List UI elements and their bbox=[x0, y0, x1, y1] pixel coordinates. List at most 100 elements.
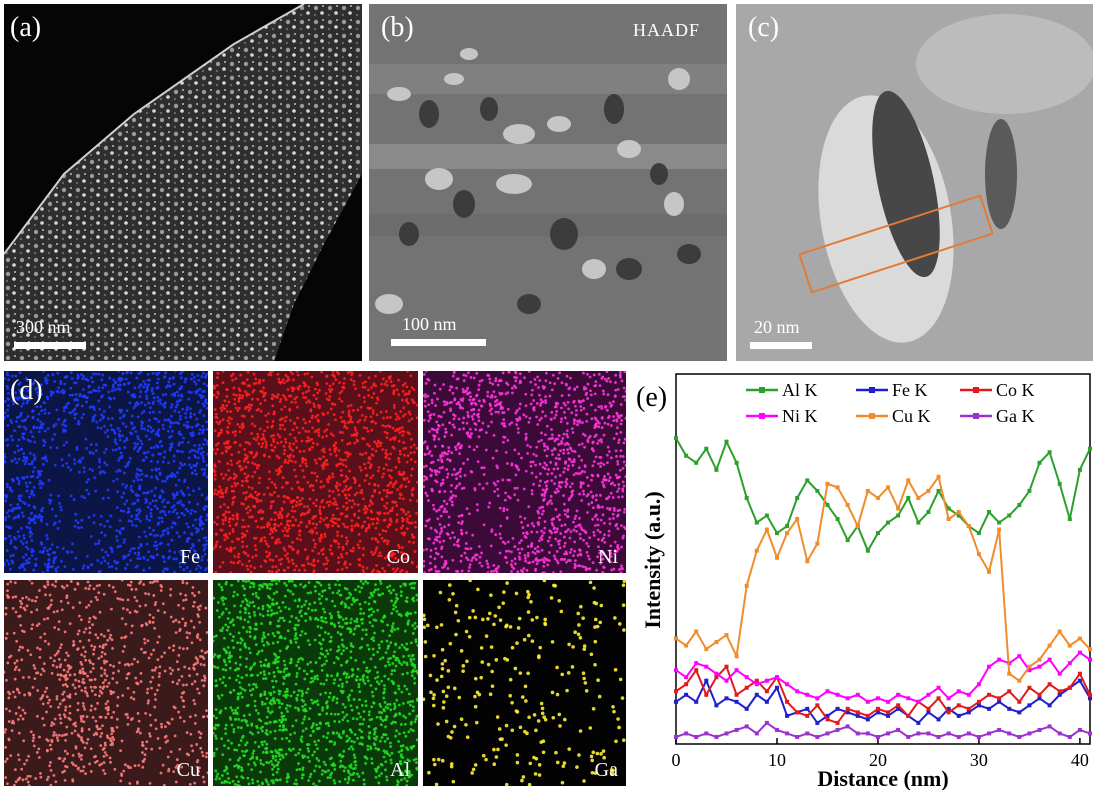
data-point bbox=[714, 734, 719, 739]
data-point bbox=[956, 689, 961, 694]
data-point bbox=[1067, 517, 1072, 522]
data-point bbox=[936, 685, 941, 690]
legend-entry: Fe K bbox=[892, 380, 928, 400]
data-point bbox=[1057, 692, 1062, 697]
data-point bbox=[1067, 685, 1072, 690]
data-point bbox=[956, 713, 961, 718]
data-point bbox=[936, 696, 941, 701]
data-point bbox=[865, 731, 870, 736]
data-point bbox=[674, 636, 678, 641]
data-point bbox=[976, 699, 981, 704]
eds-map-co-label: Co bbox=[386, 546, 410, 568]
data-point bbox=[714, 671, 719, 676]
data-point bbox=[744, 724, 749, 729]
data-point bbox=[754, 682, 759, 687]
data-point bbox=[805, 713, 810, 718]
data-point bbox=[916, 720, 921, 725]
eds-map-co-dots bbox=[213, 371, 418, 573]
data-point bbox=[1037, 696, 1042, 701]
data-point bbox=[815, 488, 820, 493]
data-point bbox=[744, 685, 749, 690]
data-point bbox=[825, 689, 830, 694]
data-point bbox=[684, 692, 689, 697]
data-point bbox=[774, 675, 779, 680]
data-point bbox=[855, 731, 860, 736]
data-point bbox=[785, 731, 790, 736]
legend-marker bbox=[869, 413, 875, 419]
data-point bbox=[754, 548, 759, 553]
data-point bbox=[764, 720, 769, 725]
panel-e-label: (e) bbox=[636, 382, 667, 413]
data-point bbox=[835, 485, 840, 490]
eds-map-ga-label: Ga bbox=[594, 759, 618, 781]
data-point bbox=[1017, 734, 1022, 739]
line-scan-box bbox=[798, 194, 994, 294]
data-point bbox=[896, 513, 901, 518]
data-point bbox=[1077, 671, 1082, 676]
data-point bbox=[926, 510, 931, 515]
panel-b-haadf-image: (b) HAADF 100 nm bbox=[369, 4, 727, 361]
data-point bbox=[1057, 629, 1062, 634]
legend-marker bbox=[759, 387, 765, 393]
data-point bbox=[815, 703, 820, 708]
data-point bbox=[906, 478, 911, 483]
data-point bbox=[886, 731, 891, 736]
data-point bbox=[805, 706, 810, 711]
panel-b-micrograph bbox=[369, 4, 727, 361]
data-point bbox=[936, 717, 941, 722]
data-point bbox=[1077, 650, 1082, 655]
data-point bbox=[1037, 657, 1042, 662]
data-point bbox=[674, 436, 678, 441]
data-point bbox=[795, 689, 800, 694]
data-point bbox=[724, 696, 729, 701]
data-point bbox=[926, 692, 931, 697]
data-point bbox=[1007, 671, 1012, 676]
data-point bbox=[865, 548, 870, 553]
data-point bbox=[724, 664, 729, 669]
data-point bbox=[754, 678, 759, 683]
data-point bbox=[855, 692, 860, 697]
x-tick-label: 0 bbox=[672, 750, 681, 770]
data-point bbox=[795, 517, 800, 522]
panel-a-label: (a) bbox=[10, 12, 42, 43]
data-point bbox=[825, 481, 830, 486]
data-point bbox=[875, 734, 880, 739]
data-point bbox=[1088, 647, 1092, 652]
data-point bbox=[694, 460, 699, 465]
data-point bbox=[734, 668, 739, 673]
data-point bbox=[1057, 689, 1062, 694]
line-profile-chart: (e) Intensity (a.u.) Distance (nm) 0 10 20… bbox=[636, 373, 1092, 790]
data-point bbox=[1088, 446, 1092, 451]
data-point bbox=[855, 524, 860, 529]
data-point bbox=[956, 513, 961, 518]
series-line-al-k bbox=[675, 437, 1091, 553]
data-point bbox=[936, 474, 941, 479]
data-point bbox=[886, 713, 891, 718]
data-point bbox=[1077, 678, 1082, 683]
data-point bbox=[825, 717, 830, 722]
data-point bbox=[875, 710, 880, 715]
data-point bbox=[724, 439, 729, 444]
legend-marker bbox=[973, 413, 979, 419]
data-point bbox=[764, 689, 769, 694]
data-point bbox=[684, 731, 689, 736]
data-point bbox=[724, 633, 729, 638]
data-point bbox=[865, 713, 870, 718]
data-point bbox=[1047, 450, 1052, 455]
data-point bbox=[886, 699, 891, 704]
eds-map-fe: (d) Fe bbox=[4, 371, 208, 573]
data-point bbox=[684, 453, 689, 458]
data-point bbox=[1088, 696, 1092, 701]
eds-map-cu-dots bbox=[4, 580, 208, 786]
data-point bbox=[714, 675, 719, 680]
data-point bbox=[966, 706, 971, 711]
data-point bbox=[1027, 488, 1032, 493]
data-point bbox=[744, 675, 749, 680]
data-point bbox=[805, 559, 810, 564]
data-point bbox=[1088, 692, 1092, 697]
eds-map-ni: Ni bbox=[423, 371, 626, 573]
data-point bbox=[674, 699, 678, 704]
data-point bbox=[1047, 657, 1052, 662]
data-point bbox=[916, 495, 921, 500]
data-point bbox=[754, 692, 759, 697]
